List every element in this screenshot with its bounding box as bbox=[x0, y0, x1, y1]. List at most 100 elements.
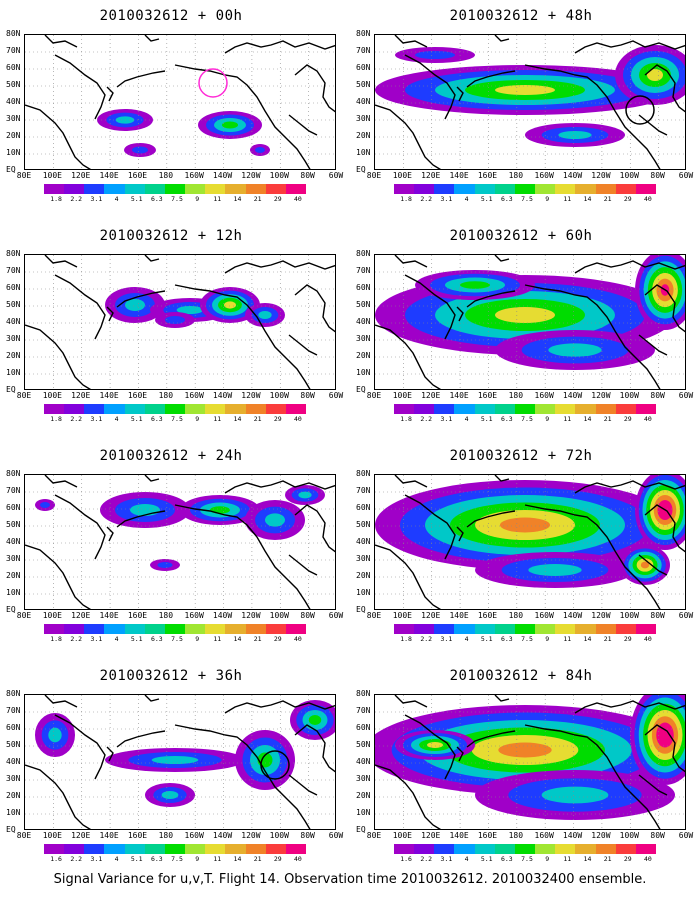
panel-title: 2010032612 + 72h bbox=[449, 448, 593, 464]
colorbar-tick-label: 40 bbox=[294, 855, 302, 863]
colorbar-tick-label: 2.2 bbox=[420, 855, 433, 863]
lon-label: 160W bbox=[184, 171, 204, 180]
coastline bbox=[224, 480, 335, 494]
lon-label: 140W bbox=[562, 171, 583, 180]
lon-label: 80E bbox=[16, 831, 32, 840]
lat-label: 30N bbox=[6, 775, 21, 783]
coastline bbox=[644, 724, 685, 773]
colorbar-swatch bbox=[454, 844, 475, 854]
colorbar-tick-label: 5.1 bbox=[480, 635, 493, 643]
colorbar-swatch bbox=[535, 624, 556, 634]
lat-label: EQ bbox=[6, 166, 16, 174]
colorbar-tick-label: 7.5 bbox=[521, 195, 533, 203]
colorbar bbox=[44, 404, 307, 414]
colorbar-tick-label: 11 bbox=[563, 415, 572, 423]
lat-label: EQ bbox=[356, 826, 366, 834]
variance-contour bbox=[255, 147, 265, 153]
colorbar-tick-label: 4 bbox=[114, 415, 119, 423]
map-area bbox=[374, 694, 686, 830]
coastline bbox=[638, 774, 668, 796]
colorbar-swatch bbox=[394, 844, 415, 854]
lat-label: EQ bbox=[6, 386, 16, 394]
lon-label: 100W bbox=[619, 831, 639, 840]
coastline bbox=[375, 104, 442, 169]
coastline bbox=[638, 554, 668, 576]
lon-label: 100W bbox=[269, 171, 289, 180]
colorbar-tick-label: 14 bbox=[233, 635, 242, 643]
lat-label: 10N bbox=[356, 809, 371, 817]
lat-label: 70N bbox=[356, 707, 371, 715]
colorbar-swatch bbox=[225, 844, 246, 854]
coastline bbox=[644, 284, 685, 333]
colorbar-swatch bbox=[635, 404, 657, 414]
coastline bbox=[25, 544, 92, 609]
colorbar-swatch bbox=[394, 624, 415, 634]
variance-contour bbox=[498, 742, 552, 758]
colorbar-swatch bbox=[84, 624, 105, 634]
colorbar-tick-label: 14 bbox=[233, 855, 242, 863]
lat-label: 40N bbox=[6, 318, 21, 326]
colorbar bbox=[44, 844, 307, 854]
colorbar-tick-label: 7.5 bbox=[521, 635, 533, 643]
map-svg bbox=[25, 475, 335, 609]
colorbar-tick-label: 14 bbox=[583, 855, 592, 863]
colorbar-swatch bbox=[64, 624, 85, 634]
coastline bbox=[644, 64, 685, 113]
lon-label: 80W bbox=[300, 391, 315, 400]
colorbar-tick-label: 21 bbox=[603, 415, 612, 423]
colorbar-swatch bbox=[84, 404, 105, 414]
variance-contour bbox=[125, 299, 145, 311]
lon-label: 160E bbox=[477, 391, 498, 400]
colorbar-swatch bbox=[635, 624, 657, 634]
lat-label: 60N bbox=[356, 284, 371, 292]
colorbar-swatch bbox=[124, 624, 145, 634]
lon-label: 80E bbox=[366, 831, 382, 840]
colorbar-swatch bbox=[185, 624, 206, 634]
colorbar-tick-label: 9 bbox=[545, 635, 550, 643]
colorbar bbox=[394, 404, 657, 414]
colorbar-tick-label: 9 bbox=[195, 855, 200, 863]
lon-label: 100E bbox=[392, 391, 412, 400]
variance-contour bbox=[500, 517, 550, 533]
lat-label: 70N bbox=[6, 267, 21, 275]
panel-title: 2010032612 + 00h bbox=[99, 8, 243, 24]
colorbar-ticks: 1.8 2.2 3.1 4 5.1 6.3 7.5 9 11 14 21 29 40 bbox=[394, 415, 656, 424]
coastline bbox=[574, 40, 685, 54]
colorbar-swatch bbox=[595, 624, 616, 634]
colorbar-tick-label: 40 bbox=[294, 415, 302, 423]
lon-label: 100E bbox=[42, 391, 62, 400]
lon-label: 120W bbox=[591, 171, 611, 180]
map-area bbox=[24, 474, 336, 610]
coastline bbox=[375, 764, 442, 829]
colorbar-tick-label: 40 bbox=[644, 415, 652, 423]
lon-label: 140E bbox=[99, 831, 119, 840]
lon-label: 160E bbox=[477, 611, 498, 620]
lat-label: 40N bbox=[356, 538, 371, 546]
coastline bbox=[54, 274, 106, 340]
variance-contour bbox=[40, 502, 50, 508]
coastline bbox=[375, 324, 442, 389]
colorbar-tick-label: 29 bbox=[623, 195, 632, 203]
colorbar-swatch bbox=[615, 844, 636, 854]
coastline bbox=[116, 290, 166, 308]
lat-label: 40N bbox=[356, 758, 371, 766]
colorbar-tick-label: 4 bbox=[114, 195, 119, 203]
coastline bbox=[394, 475, 428, 488]
lat-label: 10N bbox=[6, 809, 21, 817]
colorbar-tick-label: 5.1 bbox=[130, 635, 143, 643]
colorbar-tick-label: 3.1 bbox=[440, 415, 453, 423]
lon-label: 140W bbox=[212, 391, 233, 400]
colorbar-tick-label: 7.5 bbox=[171, 195, 183, 203]
colorbar-swatch bbox=[514, 404, 536, 414]
coastline bbox=[116, 510, 166, 528]
lat-label: 50N bbox=[6, 521, 21, 529]
lat-label: 80N bbox=[356, 250, 371, 258]
colorbar-swatch bbox=[635, 184, 657, 194]
colorbar-tick-label: 2.2 bbox=[70, 635, 83, 643]
lat-label: 10N bbox=[6, 369, 21, 377]
coastline bbox=[294, 64, 335, 113]
colorbar-swatch bbox=[555, 844, 576, 854]
colorbar-swatch bbox=[434, 404, 455, 414]
colorbar-tick-label: 1.8 bbox=[50, 635, 62, 643]
colorbar-swatch bbox=[434, 624, 455, 634]
